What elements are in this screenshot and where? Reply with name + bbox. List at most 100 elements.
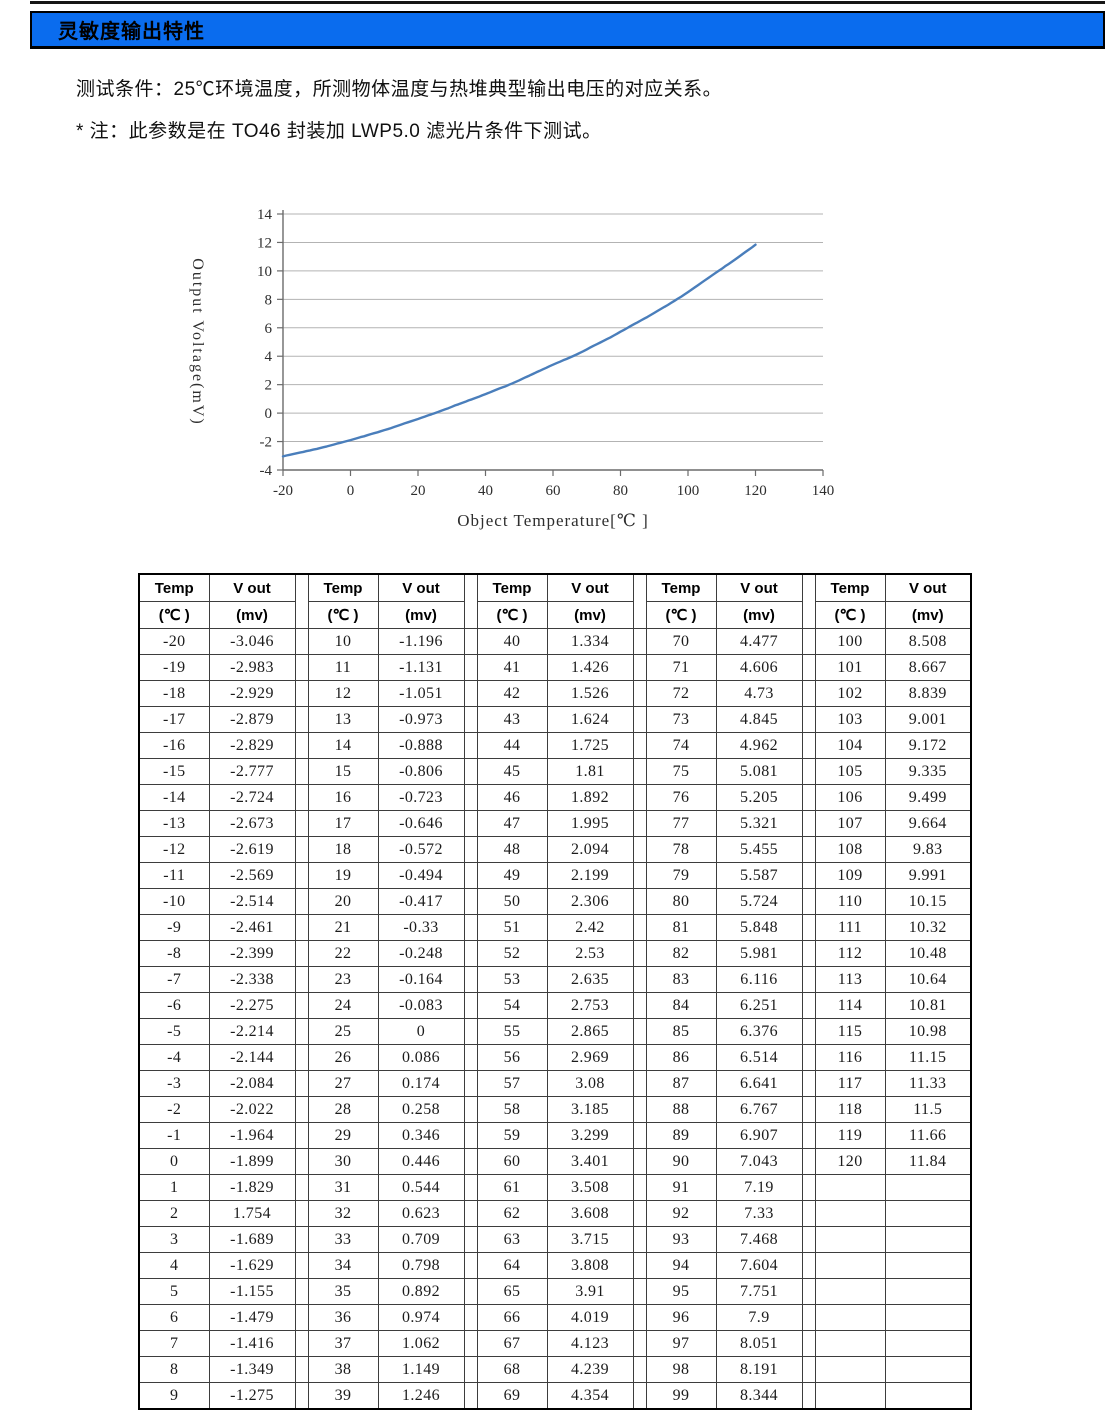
spacer-cell [294, 706, 309, 733]
spacer-cell [632, 573, 647, 629]
vout-cell: -2.084 [208, 1070, 296, 1097]
spacer-cell [632, 654, 647, 681]
spacer-cell [801, 1096, 816, 1123]
vout-cell: 0.709 [377, 1226, 465, 1253]
vout-cell: 10.98 [884, 1018, 972, 1045]
temp-vout-table-wrap: Temp V out Temp V out Temp V out Temp V out Temp… [138, 573, 972, 1410]
temp-cell [814, 1174, 886, 1201]
vout-cell: -0.417 [377, 888, 465, 915]
temp-cell: 69 [476, 1382, 548, 1410]
temp-cell: 63 [476, 1226, 548, 1253]
vout-cell: -0.723 [377, 784, 465, 811]
y-tick-label: 6 [265, 321, 273, 337]
spacer-cell [463, 914, 478, 941]
table-row: -16 -2.829 14 -0.888 44 1.725 74 4.962 104 9.172 [138, 732, 972, 759]
temp-header: Temp [138, 573, 210, 602]
vout-cell: 8.051 [715, 1330, 803, 1357]
vout-cell: 6.116 [715, 966, 803, 993]
vout-cell: 2.635 [546, 966, 634, 993]
vout-cell: -2.829 [208, 732, 296, 759]
vout-cell: -0.888 [377, 732, 465, 759]
x-tick-label: 0 [347, 483, 355, 499]
temp-unit-header: (℃ ) [476, 601, 548, 629]
temp-cell: 56 [476, 1044, 548, 1071]
vout-cell: 7.751 [715, 1278, 803, 1305]
vout-cell: 2.199 [546, 862, 634, 889]
temp-cell: -11 [138, 862, 210, 889]
y-tick-label: 0 [265, 406, 273, 422]
spacer-cell [294, 654, 309, 681]
vout-cell: 7.9 [715, 1304, 803, 1331]
temp-cell: -12 [138, 836, 210, 863]
vout-cell: 1.995 [546, 810, 634, 837]
temp-cell: 106 [814, 784, 886, 811]
spacer-cell [632, 1226, 647, 1253]
temp-cell: 22 [307, 940, 379, 967]
spacer-cell [294, 836, 309, 863]
vout-cell: -1.629 [208, 1252, 296, 1279]
vout-cell: -1.275 [208, 1382, 296, 1410]
spacer-cell [801, 628, 816, 655]
temp-cell: 60 [476, 1148, 548, 1175]
vout-unit-header: (mv) [715, 601, 803, 629]
vout-cell: -3.046 [208, 628, 296, 655]
table-row: -2 -2.022 28 0.258 58 3.185 88 6.767 118 11.5 [138, 1096, 972, 1123]
table-row: -11 -2.569 19 -0.494 49 2.199 79 5.587 109 9.991 [138, 862, 972, 889]
temp-cell: 119 [814, 1122, 886, 1149]
temp-cell: 3 [138, 1226, 210, 1253]
vout-cell: -2.724 [208, 784, 296, 811]
temp-cell: 28 [307, 1096, 379, 1123]
table-row: -15 -2.777 15 -0.806 45 1.81 75 5.081 105 9.335 [138, 758, 972, 785]
temp-cell: -15 [138, 758, 210, 785]
temp-header: Temp [476, 573, 548, 602]
spacer-cell [632, 1304, 647, 1331]
vout-cell [884, 1304, 972, 1331]
temp-cell: 96 [645, 1304, 717, 1331]
temp-cell: 75 [645, 758, 717, 785]
note-text: * 注：此参数是在 TO46 封装加 LWP5.0 滤光片条件下测试。 [76, 121, 602, 142]
temp-cell: -7 [138, 966, 210, 993]
vout-cell: -2.777 [208, 758, 296, 785]
spacer-cell [632, 1200, 647, 1227]
spacer-cell [801, 810, 816, 837]
spacer-cell [294, 992, 309, 1019]
vout-cell: 5.205 [715, 784, 803, 811]
temp-unit-header: (℃ ) [645, 601, 717, 629]
vout-cell: -2.214 [208, 1018, 296, 1045]
temp-cell: -1 [138, 1122, 210, 1149]
table-row: 6 -1.479 36 0.974 66 4.019 96 7.9 [138, 1304, 972, 1331]
spacer-cell [801, 1070, 816, 1097]
vout-cell: 7.604 [715, 1252, 803, 1279]
vout-cell: 2.53 [546, 940, 634, 967]
spacer-cell [463, 1044, 478, 1071]
vout-cell: 1.81 [546, 758, 634, 785]
temp-cell: 51 [476, 914, 548, 941]
temp-cell: 13 [307, 706, 379, 733]
vout-cell: 10.15 [884, 888, 972, 915]
temp-cell: 74 [645, 732, 717, 759]
vout-cell: 2.42 [546, 914, 634, 941]
temp-cell: 85 [645, 1018, 717, 1045]
temp-cell: -9 [138, 914, 210, 941]
temp-cell: 11 [307, 654, 379, 681]
vout-cell: 8.839 [884, 680, 972, 707]
vout-cell: 4.962 [715, 732, 803, 759]
vout-cell: -2.338 [208, 966, 296, 993]
vout-cell: -1.829 [208, 1174, 296, 1201]
vout-cell: 7.043 [715, 1148, 803, 1175]
spacer-cell [463, 1200, 478, 1227]
temp-cell: 16 [307, 784, 379, 811]
vout-cell [884, 1356, 972, 1383]
spacer-cell [463, 1226, 478, 1253]
spacer-cell [294, 1018, 309, 1045]
vout-cell: 11.84 [884, 1148, 972, 1175]
spacer-cell [632, 706, 647, 733]
vout-cell: 4.73 [715, 680, 803, 707]
temp-cell: 78 [645, 836, 717, 863]
spacer-cell [463, 1304, 478, 1331]
vout-cell: -0.646 [377, 810, 465, 837]
temp-cell: 47 [476, 810, 548, 837]
temp-cell: 38 [307, 1356, 379, 1383]
temp-cell: 67 [476, 1330, 548, 1357]
